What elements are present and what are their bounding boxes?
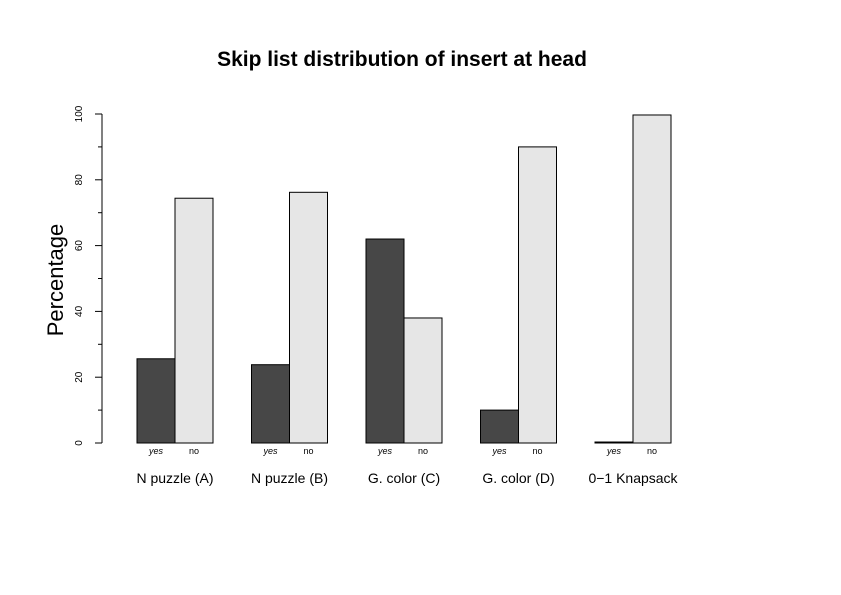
y-axis: 0 20 40 60 80 100 <box>74 105 103 446</box>
bar-label-yes-3: yes <box>377 446 393 456</box>
category-label-4: G. color (D) <box>482 470 554 486</box>
bar-label-no-1: no <box>189 446 199 456</box>
category-label-2: N puzzle (B) <box>251 470 328 486</box>
chart-title: Skip list distribution of insert at head <box>217 48 587 71</box>
y-tick-label-0: 0 <box>74 440 85 446</box>
y-tick-label-40: 40 <box>74 305 85 317</box>
bar-label-yes-5: yes <box>606 446 622 456</box>
bar-no-2 <box>289 191 328 444</box>
bar-label-no-3: no <box>418 446 428 456</box>
y-tick-label-100: 100 <box>74 105 85 122</box>
bar-yes-1 <box>136 358 176 444</box>
bar-label-no-2: no <box>303 446 313 456</box>
category-label-5: 0−1 Knapsack <box>588 470 678 486</box>
bar-label-yes-4: yes <box>491 446 507 456</box>
bars <box>136 114 672 444</box>
bar-no-5 <box>632 114 672 444</box>
bar-no-3 <box>403 317 443 444</box>
bar-yes-3 <box>365 238 405 444</box>
bar-no-4 <box>518 146 557 444</box>
bar-label-yes-2: yes <box>262 446 278 456</box>
y-axis-label: Percentage <box>43 224 68 337</box>
category-labels: yes no N puzzle (A) yes no N puzzle (B) yes no G… <box>136 446 678 486</box>
category-label-1: N puzzle (A) <box>136 470 213 486</box>
bar-yes-2 <box>251 364 290 444</box>
y-tick-label-80: 80 <box>74 174 85 186</box>
y-tick-label-60: 60 <box>74 240 85 252</box>
bar-label-no-5: no <box>647 446 657 456</box>
bar-yes-4 <box>480 409 519 444</box>
bar-label-no-4: no <box>532 446 542 456</box>
y-tick-label-20: 20 <box>74 371 85 383</box>
bar-yes-5 <box>594 441 634 444</box>
bar-no-1 <box>174 197 214 444</box>
bar-label-yes-1: yes <box>148 446 164 456</box>
category-label-3: G. color (C) <box>368 470 440 486</box>
